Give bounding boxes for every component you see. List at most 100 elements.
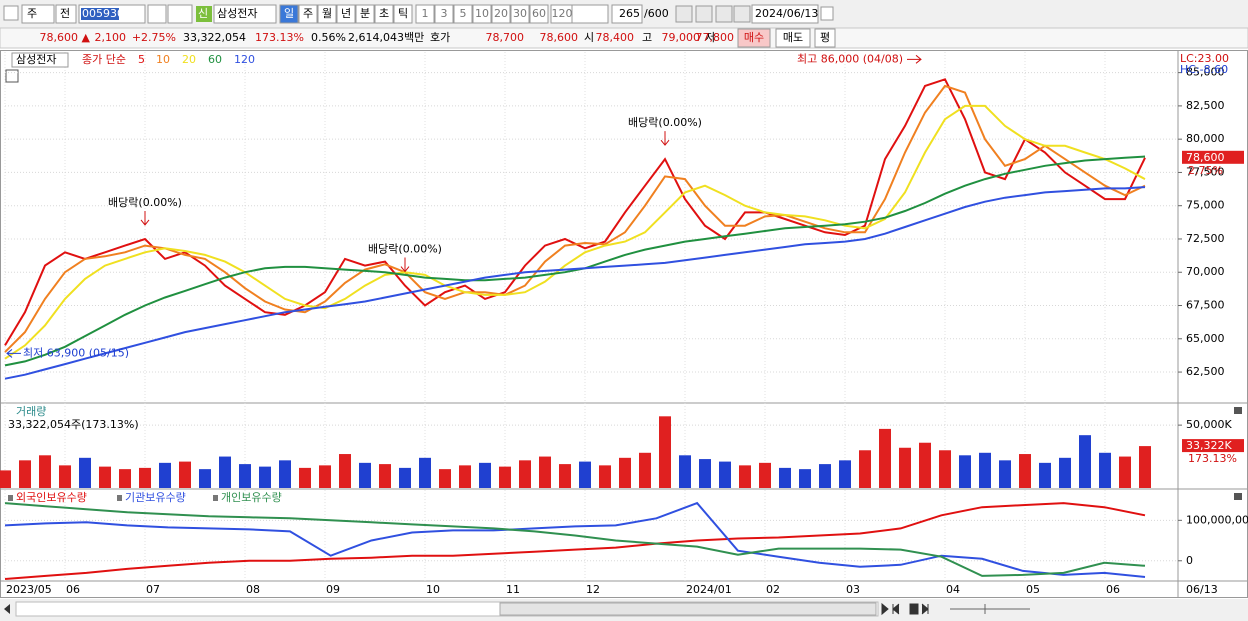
interval-btn[interactable] xyxy=(434,4,454,24)
interval-btn[interactable] xyxy=(472,4,492,24)
prev-btn[interactable] xyxy=(55,4,77,24)
interval-btn[interactable] xyxy=(510,4,530,24)
legend-entry: 60 xyxy=(208,53,222,66)
y-tick-label: 100,000,000 xyxy=(1186,513,1248,526)
volume-bar xyxy=(659,416,671,488)
volume-bar xyxy=(979,452,991,488)
code[interactable]: 005930 xyxy=(82,7,124,20)
tool-icon[interactable] xyxy=(695,5,713,23)
quote-field: 고 xyxy=(642,31,652,44)
count-box[interactable] xyxy=(611,4,643,24)
period[interactable]: 주 xyxy=(303,7,313,20)
interval[interactable]: 120 xyxy=(552,7,573,20)
quote-field: 78,600 xyxy=(540,31,579,44)
legend-entry: 개인보유수량 xyxy=(221,491,282,504)
legend-entry: 기관보유수량 xyxy=(125,491,186,504)
date-box[interactable] xyxy=(751,4,819,24)
period-btn[interactable] xyxy=(393,4,413,24)
period-btn[interactable] xyxy=(336,4,356,24)
dividend-label: 배당락(0.00%) xyxy=(368,243,442,256)
tool-icon[interactable] xyxy=(733,5,751,23)
quote-field: +2.75% xyxy=(132,31,176,44)
x-tick-label: 04 xyxy=(946,583,960,596)
buy-btn[interactable] xyxy=(737,28,771,48)
scroll-thumb[interactable] xyxy=(499,602,877,616)
volume-bar xyxy=(939,450,951,488)
y-tick-label: 82,500 xyxy=(1186,99,1225,112)
period-btn[interactable] xyxy=(355,4,375,24)
market[interactable]: 주 xyxy=(27,7,37,20)
name-box xyxy=(213,4,277,24)
legend-entry: 20 xyxy=(182,53,196,66)
market-select[interactable] xyxy=(21,4,55,24)
volume-bar xyxy=(219,456,231,488)
sound-btn[interactable] xyxy=(167,4,193,24)
legend-swatch xyxy=(117,495,122,501)
dividend-label: 배당락(0.00%) xyxy=(628,116,702,129)
hc: HC:-8.60 xyxy=(1180,63,1228,76)
low-arrow xyxy=(6,349,21,358)
avg[interactable]: 평 xyxy=(820,31,830,44)
volume-bar xyxy=(459,465,471,488)
y-tick-label: 70,000 xyxy=(1186,265,1225,278)
calendar-icon[interactable] xyxy=(820,6,834,21)
interval[interactable]: 3 xyxy=(441,7,448,20)
settings-icon[interactable] xyxy=(5,69,19,83)
dropdown[interactable] xyxy=(571,4,609,24)
sell-btn[interactable] xyxy=(775,28,811,48)
interval-btn[interactable] xyxy=(415,4,435,24)
quote-field: 78,600 ▲ xyxy=(40,31,91,44)
avg-btn[interactable] xyxy=(814,28,836,48)
interval[interactable]: 20 xyxy=(494,7,508,20)
zoom-slider[interactable] xyxy=(950,604,1030,614)
prev[interactable]: 전 xyxy=(60,7,70,20)
interval[interactable]: 10 xyxy=(475,7,489,20)
interval-btn[interactable] xyxy=(491,4,511,24)
scroll-left[interactable] xyxy=(4,604,10,614)
interval[interactable]: 5 xyxy=(460,7,467,20)
ma-line xyxy=(4,155,1146,367)
ma-line xyxy=(4,104,1146,360)
period[interactable]: 월 xyxy=(322,7,332,20)
panel-close[interactable] xyxy=(1234,493,1242,500)
period-btn[interactable] xyxy=(298,4,318,24)
period[interactable]: 초 xyxy=(379,7,389,20)
volume-bar xyxy=(279,460,291,488)
panel-close[interactable] xyxy=(1234,407,1242,414)
interval[interactable]: 1 xyxy=(422,7,429,20)
lc: LC:23.00 xyxy=(1180,52,1229,65)
legend-entry: 외국인보유수량 xyxy=(16,491,87,504)
volume-bar xyxy=(699,459,711,488)
period[interactable]: 분 xyxy=(360,7,370,20)
high-arrow xyxy=(907,54,922,64)
period[interactable]: 틱 xyxy=(398,7,408,20)
period-btn[interactable] xyxy=(317,4,337,24)
period-btn[interactable] xyxy=(374,4,394,24)
period-btn[interactable] xyxy=(279,4,299,24)
volume-bar xyxy=(119,469,131,488)
period[interactable]: 년 xyxy=(341,7,351,20)
buy[interactable]: 매수 xyxy=(744,31,764,44)
last-price: 78,600 xyxy=(1186,151,1225,164)
legend-entry: 10 xyxy=(156,53,170,66)
search-btn[interactable] xyxy=(147,4,167,24)
menu-icon[interactable] xyxy=(3,5,19,21)
interval[interactable]: 30 xyxy=(513,7,527,20)
volume-bar xyxy=(679,455,691,488)
scroll-controls[interactable] xyxy=(881,602,929,616)
sell[interactable]: 매도 xyxy=(783,31,803,44)
volume-bar xyxy=(159,462,171,488)
legend-box xyxy=(11,52,69,68)
interval-btn[interactable] xyxy=(529,4,549,24)
tool-icon[interactable] xyxy=(675,5,693,23)
interval[interactable]: 60 xyxy=(532,7,546,20)
interval-btn[interactable] xyxy=(453,4,473,24)
period[interactable]: 일 xyxy=(284,6,294,20)
tool-icon[interactable] xyxy=(715,5,733,23)
volume-bar xyxy=(0,470,11,488)
legend-swatch xyxy=(8,495,13,501)
legend-ma: 종가 단순 xyxy=(82,53,126,66)
x-tick-label: 05 xyxy=(1026,583,1040,596)
x-tick-label: 03 xyxy=(846,583,860,596)
x-tick-label: 02 xyxy=(766,583,780,596)
